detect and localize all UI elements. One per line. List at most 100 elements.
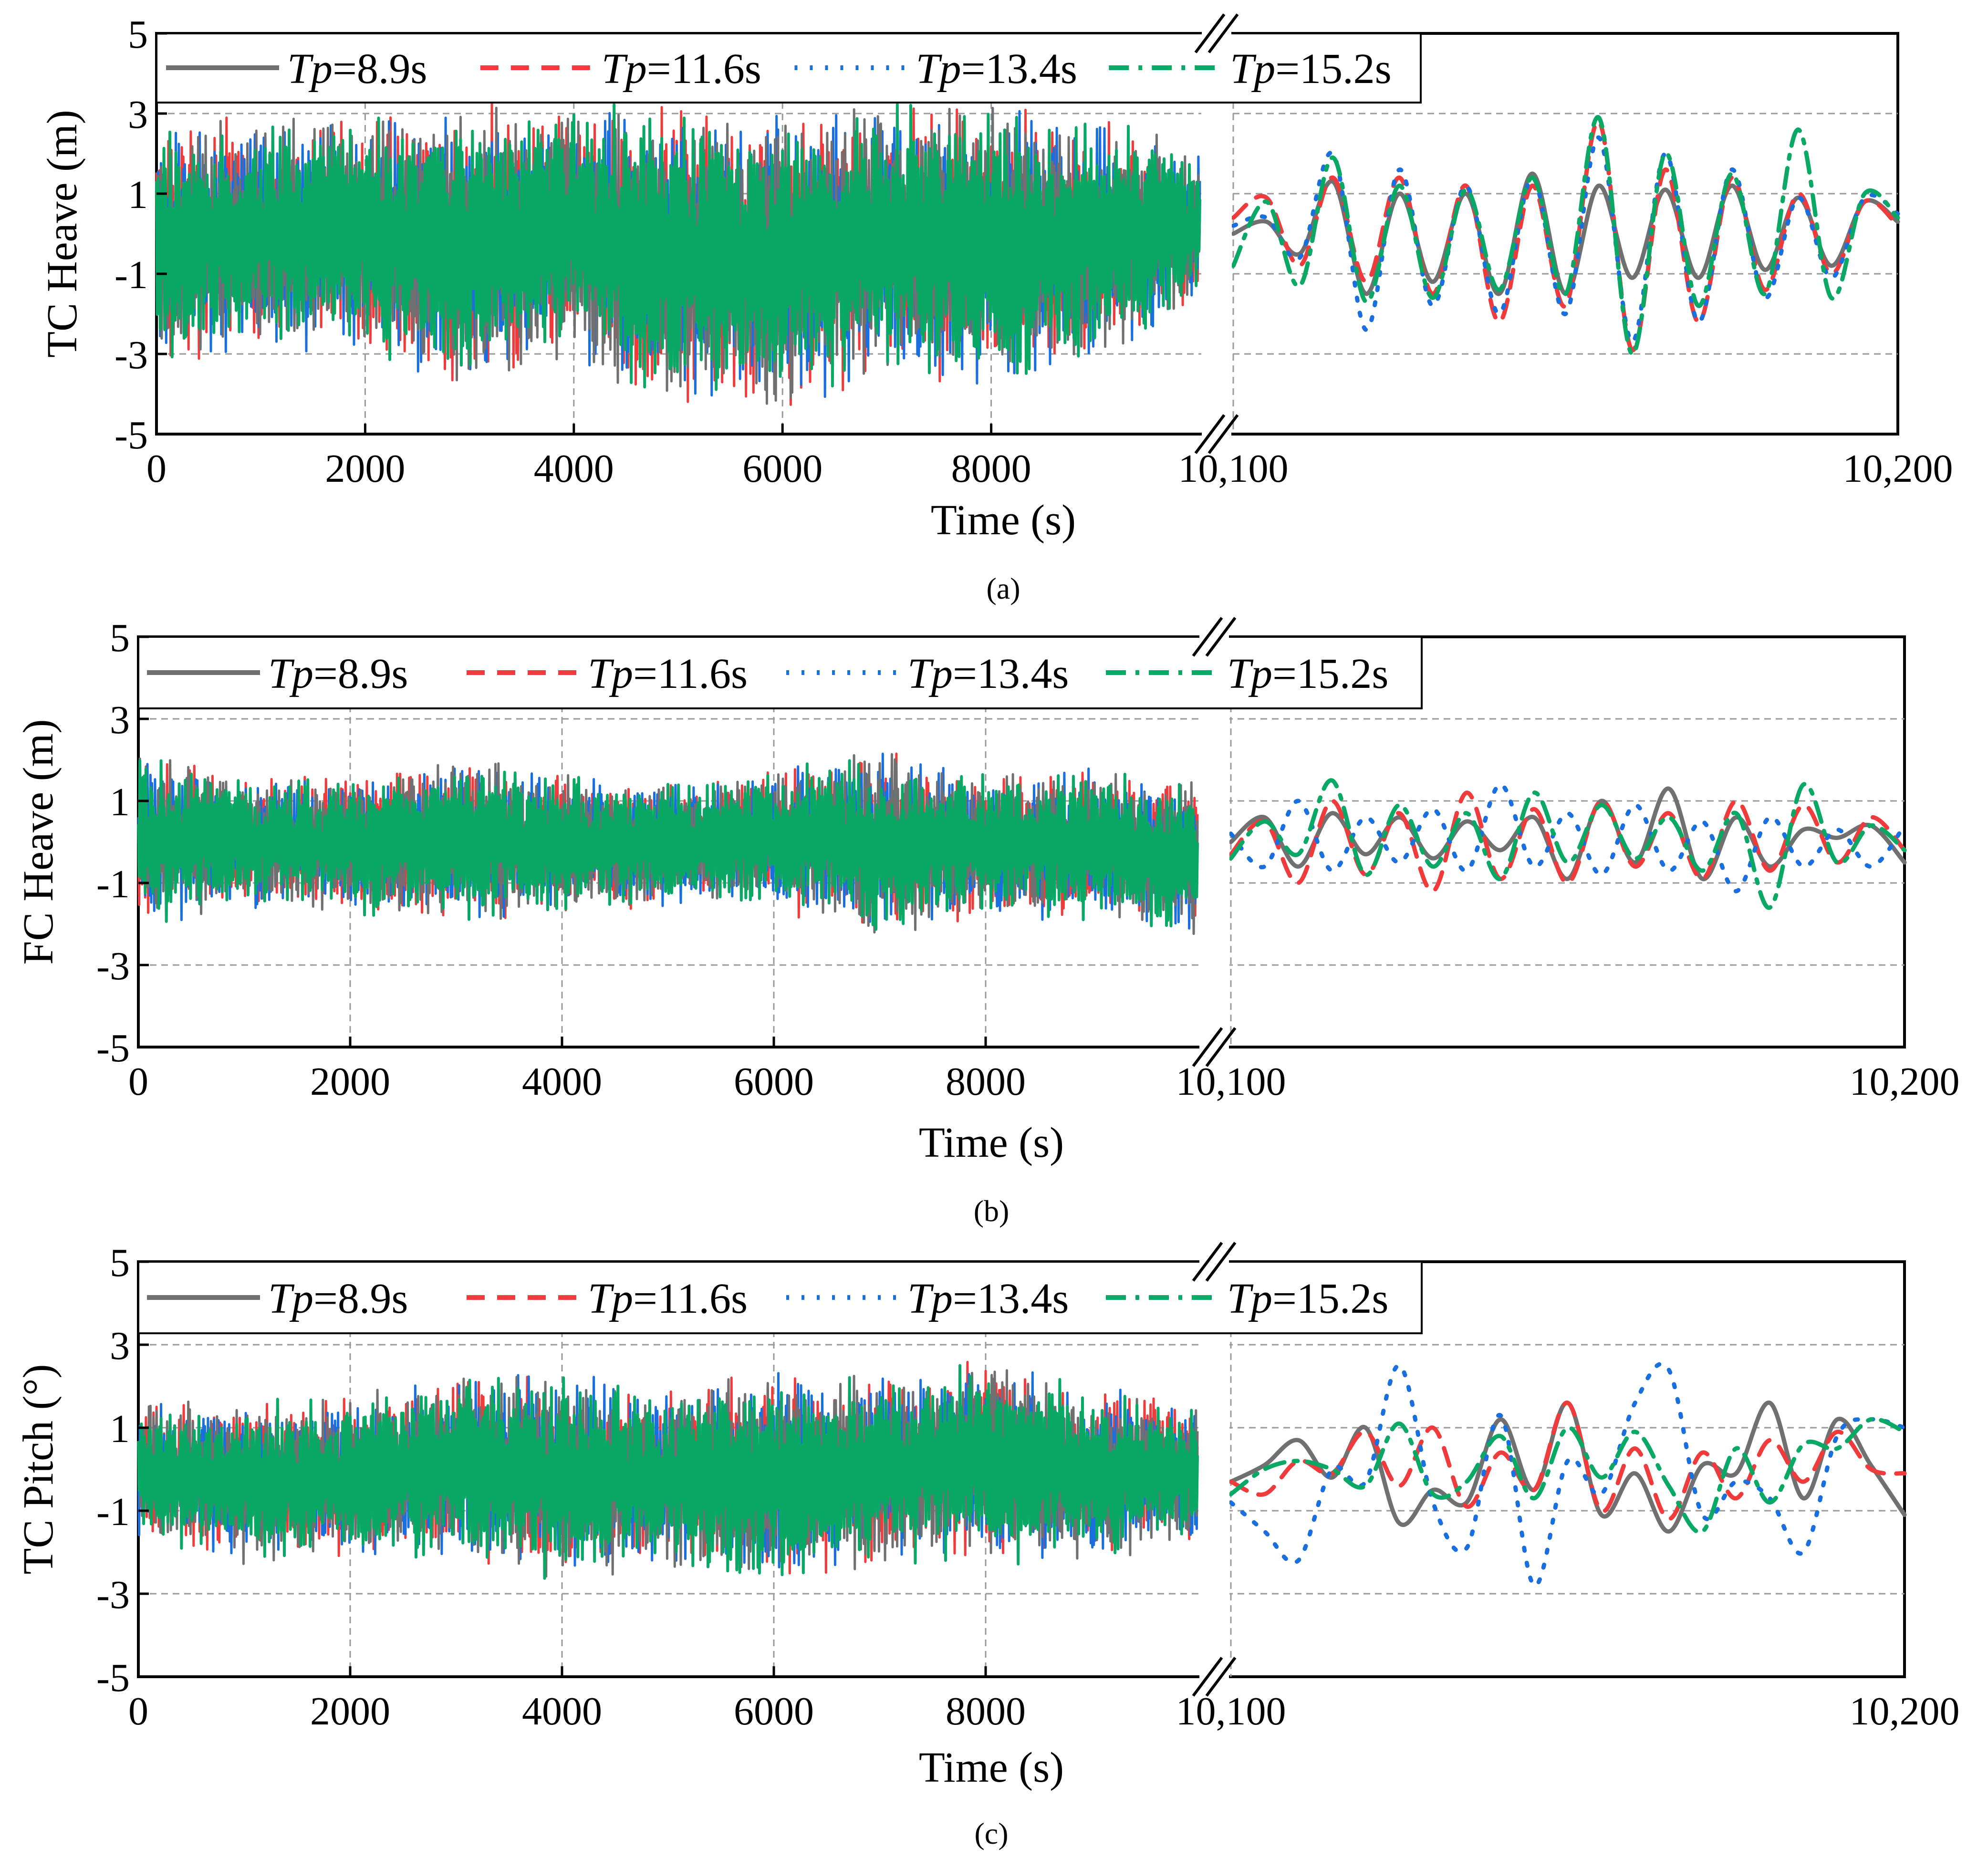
legend-label: Tp=15.2s (1230, 45, 1391, 93)
x-tick-label: 10,100 (1176, 1689, 1286, 1733)
y-tick-label: -1 (96, 862, 130, 906)
series-line-zoom-window (1231, 135, 1900, 344)
y-tick-label: 1 (128, 173, 148, 217)
x-tick-label: 0 (128, 1059, 148, 1104)
y-tick-label: -1 (96, 1490, 130, 1534)
y-axis-label: TC Heave (m) (39, 110, 86, 358)
y-tick-label: 5 (128, 12, 148, 57)
x-tick-label: 10,100 (1176, 1059, 1286, 1104)
x-tick-label: 2000 (310, 1059, 390, 1104)
break-slash (1192, 1657, 1223, 1697)
x-tick-label: 10,200 (1850, 1689, 1960, 1733)
y-axis-label: FC Heave (m) (15, 719, 62, 965)
series-line-zoom-window (1228, 1401, 1907, 1521)
series-line-zoom-window (1228, 778, 1907, 910)
panel-a: Tp=8.9s Tp=11.6s Tp=13.4s Tp=15.2s 531-1-3-… (39, 12, 1953, 605)
legend: Tp=8.9s Tp=11.6s Tp=13.4s Tp=15.2s (137, 636, 1423, 709)
y-tick-label: -3 (96, 1573, 130, 1617)
legend-label-prefix: Tp (1227, 1275, 1272, 1322)
series-line-zoom-window (1228, 1417, 1907, 1535)
legend-label-suffix: =15.2s (1272, 1275, 1388, 1322)
legend-label-suffix: =13.4s (961, 45, 1077, 93)
y-tick-label: 1 (110, 1407, 130, 1451)
x-tick-label: 6000 (734, 1059, 814, 1104)
legend-label-suffix: =15.2s (1275, 45, 1391, 93)
break-slash (1205, 617, 1237, 657)
x-tick-label: 10,200 (1843, 446, 1953, 491)
x-tick-label: 6000 (734, 1689, 814, 1733)
x-tick-label: 0 (146, 446, 167, 491)
legend-label: Tp=13.4s (907, 1275, 1069, 1322)
legend-item: Tp=15.2s (1109, 45, 1392, 93)
y-tick-label: -1 (114, 253, 148, 297)
legend-label-suffix: =13.4s (953, 650, 1069, 697)
legend-item: Tp=11.6s (480, 45, 761, 93)
x-tick-label: 10,100 (1178, 446, 1289, 491)
legend: Tp=8.9s Tp=11.6s Tp=13.4s Tp=15.2s (156, 32, 1422, 104)
y-tick-label: -5 (114, 413, 148, 457)
x-axis-label: Time (s) (919, 1744, 1064, 1791)
legend-label-prefix: Tp (1227, 650, 1272, 697)
y-tick-label: -3 (114, 333, 148, 377)
y-tick-label: 5 (110, 1241, 130, 1285)
panel-caption: (c) (974, 1816, 1008, 1850)
axis-break-marks (1192, 1242, 1237, 1697)
legend-label: Tp=8.9s (287, 45, 427, 93)
break-slash (1194, 414, 1226, 454)
legend-label: Tp=15.2s (1227, 650, 1388, 697)
break-slash (1205, 1027, 1237, 1067)
y-tick-label: 3 (110, 698, 130, 742)
legend-label-prefix: Tp (907, 1275, 953, 1322)
legend-label-prefix: Tp (268, 650, 313, 697)
legend-label: Tp=11.6s (602, 45, 761, 93)
legend-label-suffix: =8.9s (333, 45, 427, 93)
y-tick-label: -5 (96, 1656, 130, 1700)
legend-item: Tp=11.6s (467, 1275, 748, 1322)
y-tick-label: 3 (110, 1324, 130, 1368)
legend-label-prefix: Tp (602, 45, 647, 93)
x-tick-label: 2000 (325, 446, 405, 491)
x-tick-label: 6000 (742, 446, 822, 491)
legend-item: Tp=15.2s (1106, 650, 1388, 697)
x-tick-label: 8000 (951, 446, 1031, 491)
series-line-zoom-window (1231, 115, 1900, 356)
legend-label-prefix: Tp (1230, 45, 1275, 93)
x-axis-label: Time (s) (931, 497, 1076, 544)
legend-label: Tp=8.9s (268, 1275, 408, 1322)
panel-caption: (a) (986, 571, 1020, 605)
series-line-zoom-window (1228, 1401, 1907, 1534)
legend-label: Tp=13.4s (907, 650, 1069, 697)
series-line-long-record (137, 759, 1199, 931)
legend-label: Tp=15.2s (1227, 1275, 1388, 1322)
legend-label-suffix: =11.6s (633, 1275, 748, 1322)
legend-label-prefix: Tp (907, 650, 953, 697)
y-axis-label: TC Pitch (°) (15, 1364, 62, 1575)
legend-item: Tp=13.4s (786, 1275, 1069, 1322)
legend-label: Tp=13.4s (916, 45, 1077, 93)
series-line-zoom-window (1228, 782, 1907, 893)
series-line-zoom-window (1231, 171, 1900, 296)
break-slash (1194, 13, 1226, 53)
legend-label-suffix: =13.4s (953, 1275, 1069, 1322)
break-slash (1207, 13, 1239, 53)
legend-label-prefix: Tp (588, 650, 633, 697)
series-line-long-record (155, 103, 1201, 391)
legend-label: Tp=8.9s (268, 650, 408, 697)
legend-label-suffix: =15.2s (1272, 650, 1388, 697)
legend-item: Tp=8.9s (147, 1275, 408, 1322)
legend-item: Tp=13.4s (794, 45, 1077, 93)
series-line-zoom-window (1228, 790, 1907, 893)
panel-b: Tp=8.9s Tp=11.6s Tp=13.4s Tp=15.2s 531-1-3-… (15, 616, 1960, 1228)
series-line-long-record (137, 1364, 1199, 1580)
axis-break-marks (1194, 13, 1239, 454)
x-tick-label: 4000 (522, 1689, 602, 1733)
legend-label-suffix: =11.6s (647, 45, 761, 93)
break-slash (1205, 1242, 1237, 1282)
y-tick-label: 3 (128, 93, 148, 137)
legend-item: Tp=15.2s (1106, 1275, 1388, 1322)
legend-item: Tp=13.4s (786, 650, 1069, 697)
panel-c: Tp=8.9s Tp=11.6s Tp=13.4s Tp=15.2s 531-1-3-… (15, 1241, 1960, 1850)
legend-label-prefix: Tp (268, 1275, 313, 1322)
legend-label: Tp=11.6s (588, 1275, 748, 1322)
